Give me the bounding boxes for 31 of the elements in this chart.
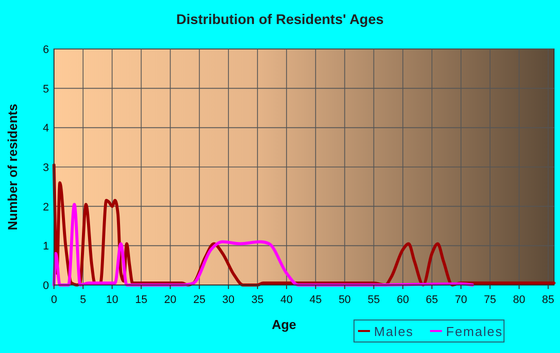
x-tick-label: 85 xyxy=(542,294,554,306)
x-tick-label: 20 xyxy=(164,294,176,306)
x-tick-label: 0 xyxy=(50,294,58,306)
y-tick-label: 2 xyxy=(42,201,49,214)
y-tick-label: 1 xyxy=(42,240,49,253)
x-tick-label: 60 xyxy=(396,294,409,306)
x-tick-label: 45 xyxy=(310,294,322,306)
x-tick-label: 80 xyxy=(512,294,526,306)
x-tick-label: 55 xyxy=(368,294,380,306)
x-axis-title: Age xyxy=(272,317,296,332)
y-tick-label: 6 xyxy=(42,44,49,56)
x-tick-label: 30 xyxy=(222,294,235,306)
x-tick-label: 15 xyxy=(135,294,148,306)
x-tick-label: 70 xyxy=(454,294,468,306)
chart-title: Distribution of Residents' Ages xyxy=(176,11,384,27)
y-axis-title: Number of residents xyxy=(5,104,20,230)
x-tick-label: 65 xyxy=(426,294,438,306)
y-tick-label: 0 xyxy=(42,280,49,292)
y-tick-label: 3 xyxy=(42,162,49,174)
y-tick-label: 5 xyxy=(42,83,49,96)
x-tick-label: 75 xyxy=(484,294,496,306)
legend-label: Females xyxy=(446,324,503,339)
x-tick-label: 5 xyxy=(80,294,86,306)
y-tick-label: 4 xyxy=(42,122,49,135)
x-tick-label: 40 xyxy=(280,294,293,306)
x-tick-label: 10 xyxy=(106,294,118,306)
line-series xyxy=(52,202,474,286)
x-tick-label: 35 xyxy=(251,294,264,306)
x-tick-label: 25 xyxy=(193,294,206,306)
x-tick-label: 50 xyxy=(338,294,351,306)
legend-label: Males xyxy=(374,324,414,339)
